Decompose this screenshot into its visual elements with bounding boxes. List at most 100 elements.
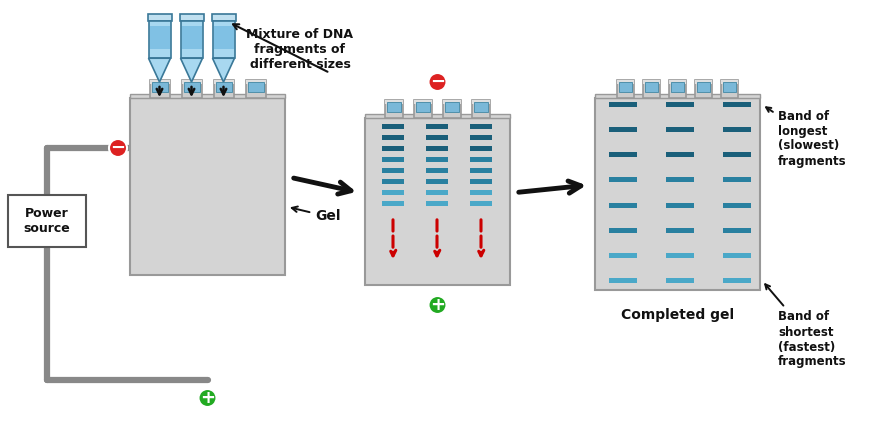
Bar xyxy=(414,100,432,104)
Bar xyxy=(474,102,488,112)
Bar xyxy=(181,80,201,98)
Bar xyxy=(416,102,430,112)
Bar xyxy=(470,190,492,195)
Bar xyxy=(617,80,634,84)
Bar xyxy=(721,80,738,98)
Bar xyxy=(426,135,448,140)
Bar xyxy=(472,100,490,104)
Text: Power
source: Power source xyxy=(23,207,71,235)
Bar xyxy=(723,102,751,107)
Bar xyxy=(695,80,712,98)
Bar xyxy=(669,80,686,84)
Bar xyxy=(387,102,401,112)
Bar xyxy=(723,152,751,157)
Polygon shape xyxy=(148,58,171,82)
Bar xyxy=(365,114,510,118)
Bar xyxy=(472,100,490,118)
Bar xyxy=(643,80,660,84)
Text: Mixture of DNA
fragments of
different sizes: Mixture of DNA fragments of different si… xyxy=(247,28,353,71)
Circle shape xyxy=(428,296,446,314)
Bar xyxy=(414,100,432,118)
Bar xyxy=(426,124,448,129)
Bar xyxy=(470,179,492,184)
Bar xyxy=(643,80,660,98)
Bar xyxy=(609,253,637,258)
Bar xyxy=(470,201,492,206)
Text: +: + xyxy=(430,296,445,314)
Bar xyxy=(130,94,285,98)
Bar xyxy=(666,102,694,107)
Circle shape xyxy=(198,389,216,407)
Bar xyxy=(148,21,171,58)
Circle shape xyxy=(428,73,446,91)
Bar xyxy=(426,168,448,173)
Bar xyxy=(215,82,232,92)
Bar xyxy=(212,14,235,21)
Bar xyxy=(214,80,233,84)
Bar xyxy=(695,80,712,84)
Bar xyxy=(609,278,637,283)
Bar xyxy=(385,100,403,104)
Bar xyxy=(617,80,634,98)
Text: Gel: Gel xyxy=(291,207,341,224)
Bar xyxy=(723,82,736,92)
Bar xyxy=(246,80,266,84)
Bar xyxy=(669,80,686,98)
Bar xyxy=(666,177,694,182)
Bar xyxy=(426,146,448,151)
Bar xyxy=(666,152,694,157)
Bar xyxy=(470,168,492,173)
Bar xyxy=(721,80,738,84)
Bar xyxy=(609,177,637,182)
Bar xyxy=(382,135,404,140)
Text: Band of
longest
(slowest)
fragments: Band of longest (slowest) fragments xyxy=(766,107,847,167)
Polygon shape xyxy=(181,58,203,82)
Text: Completed gel: Completed gel xyxy=(621,308,734,322)
Bar xyxy=(180,14,204,21)
Circle shape xyxy=(109,139,127,157)
Bar xyxy=(666,228,694,233)
Bar xyxy=(609,203,637,207)
Bar xyxy=(213,21,234,58)
Bar xyxy=(149,80,170,84)
Bar xyxy=(723,253,751,258)
Bar xyxy=(609,152,637,157)
Bar xyxy=(151,82,167,92)
Bar xyxy=(619,82,632,92)
Bar xyxy=(609,102,637,107)
Bar xyxy=(723,228,751,233)
Bar xyxy=(8,195,86,247)
Bar xyxy=(382,146,404,151)
Bar xyxy=(443,100,461,104)
Bar xyxy=(214,26,233,49)
Text: +: + xyxy=(200,389,215,407)
Bar xyxy=(470,157,492,162)
Bar xyxy=(470,146,492,151)
Bar xyxy=(595,94,760,98)
Bar xyxy=(248,82,264,92)
Text: −: − xyxy=(111,139,125,157)
Bar xyxy=(148,14,172,21)
Bar xyxy=(382,190,404,195)
Bar xyxy=(723,278,751,283)
Bar xyxy=(723,127,751,132)
Bar xyxy=(443,100,461,118)
Bar xyxy=(697,82,710,92)
Text: −: − xyxy=(430,73,445,91)
Bar xyxy=(595,98,760,290)
Bar xyxy=(426,179,448,184)
Bar xyxy=(382,168,404,173)
Bar xyxy=(426,157,448,162)
Bar xyxy=(426,190,448,195)
Bar xyxy=(666,278,694,283)
Bar xyxy=(382,179,404,184)
Bar xyxy=(723,177,751,182)
Bar xyxy=(666,203,694,207)
Bar xyxy=(671,82,684,92)
Bar xyxy=(181,80,201,84)
Bar xyxy=(666,127,694,132)
Bar xyxy=(470,135,492,140)
Bar xyxy=(609,228,637,233)
Bar xyxy=(385,100,403,118)
Bar xyxy=(181,21,203,58)
